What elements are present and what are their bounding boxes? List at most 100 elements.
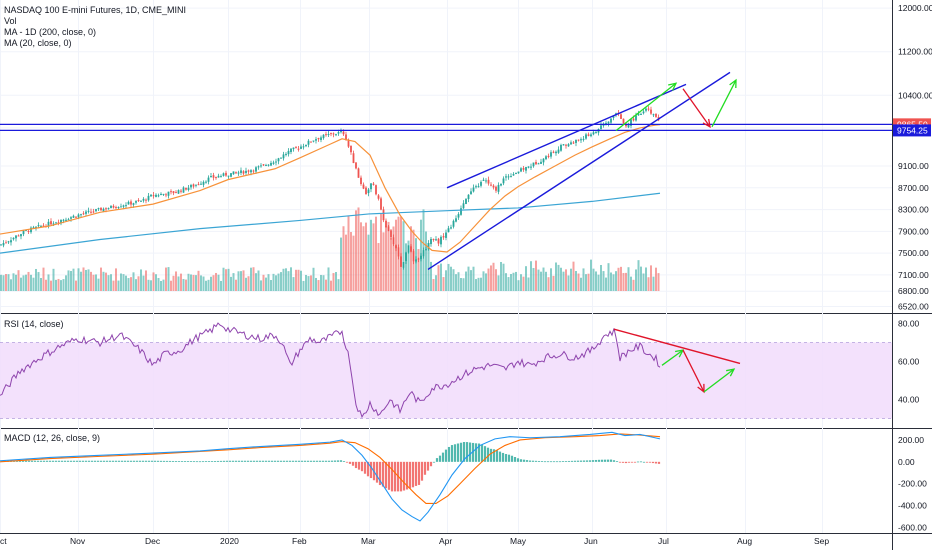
macd-histogram-bar — [108, 460, 112, 462]
candle-body — [480, 181, 482, 186]
volume-bar — [255, 273, 257, 291]
volume-bar — [320, 274, 322, 291]
candle-body — [612, 116, 615, 118]
volume-bar — [570, 268, 572, 291]
volume-bar — [620, 266, 622, 291]
volume-bar — [162, 279, 165, 291]
macd-histogram-bar — [570, 460, 574, 462]
volume-bar — [292, 277, 295, 291]
volume-bar — [580, 277, 582, 291]
volume-bar — [97, 278, 100, 291]
candle-body — [10, 240, 12, 243]
volume-bar — [217, 274, 220, 291]
candle-body — [20, 234, 22, 237]
candle-body — [402, 262, 405, 268]
volume-bar — [445, 270, 447, 291]
macd-histogram-bar — [183, 461, 187, 462]
volume-bar — [260, 280, 262, 291]
wedge-trendline — [427, 71, 731, 271]
volume-bar — [122, 274, 125, 291]
volume-bar — [525, 266, 527, 291]
volume-bar — [267, 274, 270, 291]
candle-body — [275, 161, 277, 163]
macd-histogram-bar — [381, 461, 385, 487]
candle-body — [422, 250, 425, 257]
macd-histogram-bar — [123, 460, 127, 462]
volume-bar — [547, 277, 550, 291]
macd-histogram-bar — [96, 460, 100, 462]
macd-histogram-bar — [204, 461, 208, 462]
volume-bar — [517, 280, 520, 291]
candle-body — [572, 142, 575, 144]
volume-bar — [275, 275, 277, 291]
volume-bar — [447, 263, 450, 291]
candle-body — [315, 139, 317, 141]
candle-body — [15, 235, 17, 239]
candle-body — [150, 194, 152, 197]
macd-histogram-bar — [186, 461, 190, 462]
candle-body — [380, 198, 382, 210]
macd-histogram-bar — [348, 461, 352, 464]
candle-body — [372, 183, 375, 185]
candle-body — [387, 226, 390, 231]
candle-body — [2, 243, 5, 246]
volume-bar — [55, 279, 57, 291]
volume-bar — [610, 272, 612, 291]
macd-histogram-bar — [264, 460, 268, 462]
candle-body — [127, 201, 130, 205]
macd-histogram-bar — [87, 460, 91, 462]
macd-histogram-bar — [66, 460, 70, 462]
candle-body — [25, 230, 27, 232]
volume-bar — [392, 226, 395, 291]
volume-bar — [117, 280, 120, 291]
volume-bar — [27, 271, 30, 291]
candle-body — [417, 258, 420, 260]
macd-histogram-bar — [102, 460, 106, 462]
volume-bar — [45, 279, 47, 291]
volume-bar — [367, 234, 370, 291]
macd-histogram-bar — [255, 460, 259, 462]
up-arrow — [703, 368, 735, 393]
candle-body — [92, 211, 95, 213]
macd-histogram-bar — [417, 461, 421, 485]
macd-histogram-bar — [567, 460, 571, 462]
volume-bar — [315, 277, 317, 291]
volume-bar — [120, 273, 122, 291]
x-tick-label: Apr — [439, 536, 452, 546]
volume-bar — [657, 273, 660, 291]
candle-body — [625, 123, 627, 127]
volume-bar — [460, 278, 462, 291]
candle-body — [62, 219, 65, 221]
volume-bar — [382, 232, 385, 291]
candle-body — [225, 172, 227, 176]
macd-histogram-bar — [399, 461, 403, 492]
volume-bar — [0, 274, 2, 291]
candle-body — [415, 259, 417, 262]
candle-body — [515, 172, 517, 174]
candle-body — [447, 228, 450, 233]
macd-histogram-bar — [75, 460, 79, 462]
candle-body — [155, 194, 157, 197]
volume-bar — [337, 279, 340, 291]
vol-label: Vol — [4, 16, 17, 26]
macd-histogram-bar — [408, 461, 412, 489]
candle-body — [40, 225, 42, 227]
volume-bar — [370, 219, 372, 291]
macd-histogram-bar — [459, 442, 463, 462]
candle-body — [157, 195, 160, 197]
candle-body — [410, 246, 412, 252]
candle-body — [220, 176, 222, 178]
candle-body — [347, 140, 350, 147]
rsi-label: RSI (14, close) — [4, 319, 64, 329]
volume-bar — [20, 277, 22, 291]
macd-histogram-bar — [378, 461, 382, 486]
price-tick-label: 7900.00 — [898, 226, 929, 236]
candle-body — [535, 161, 537, 165]
volume-bar — [655, 267, 657, 291]
candle-body — [342, 131, 345, 135]
volume-bar — [290, 267, 292, 291]
candle-body — [532, 162, 535, 167]
price-legend: NASDAQ 100 E-mini Futures, 1D, CME_MINI … — [4, 5, 186, 49]
macd-histogram-bar — [534, 460, 538, 462]
candle-body — [230, 173, 232, 177]
